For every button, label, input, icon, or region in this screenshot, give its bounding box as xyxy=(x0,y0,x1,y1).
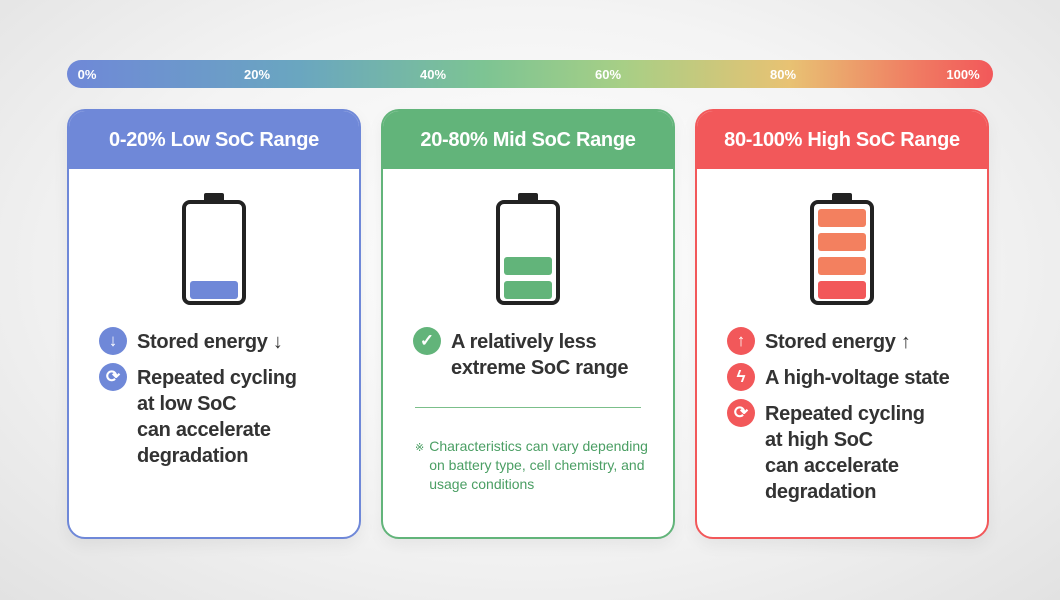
list-item: ✓ A relatively less extreme SoC range xyxy=(413,327,653,381)
mid-soc-card: 20-80% Mid SoC Range ✓ A relatively less… xyxy=(381,109,675,539)
item-text: Stored energy ↓ xyxy=(137,331,283,353)
scale-tick: 40% xyxy=(419,67,447,82)
battery-level-bar xyxy=(818,209,866,227)
high-soc-card: 80-100% High SoC Range ↑ Stored energy ↑… xyxy=(695,109,989,539)
item-text: Stored energy ↑ xyxy=(765,331,911,353)
arrow-up-icon: ↑ xyxy=(727,327,755,355)
high-soc-card-title: 80-100% High SoC Range xyxy=(697,111,987,169)
battery-level-bar xyxy=(818,281,866,299)
mid-soc-card-title: 20-80% Mid SoC Range xyxy=(383,111,673,169)
scale-tick: 80% xyxy=(769,67,797,82)
list-item: ⟳ Repeated cycling at high SoC can accel… xyxy=(727,399,967,505)
footnote: ※ Characteristics can vary depending on … xyxy=(415,437,653,494)
list-item: ↓ Stored energy ↓ xyxy=(99,327,339,355)
list-item: ϟ A high-voltage state xyxy=(727,363,967,391)
battery-low-icon xyxy=(182,193,246,305)
low-soc-card: 0-20% Low SoC Range ↓ Stored energy ↓ ⟳ … xyxy=(67,109,361,539)
item-text: Repeated cycling at high SoC can acceler… xyxy=(765,403,925,503)
item-text: Repeated cycling at low SoC can accelera… xyxy=(137,367,297,467)
note-mark: ※ xyxy=(415,442,425,454)
high-soc-items: ↑ Stored energy ↑ ϟ A high-voltage state… xyxy=(727,327,967,515)
note-text: Characteristics can vary depending on ba… xyxy=(429,438,648,492)
divider xyxy=(415,407,641,408)
mid-soc-items: ✓ A relatively less extreme SoC range xyxy=(413,327,653,391)
check-icon: ✓ xyxy=(413,327,441,355)
scale-tick: 0% xyxy=(77,67,97,82)
list-item: ↑ Stored energy ↑ xyxy=(727,327,967,355)
list-item: ⟳ Repeated cycling at low SoC can accele… xyxy=(99,363,339,469)
battery-level-bar xyxy=(190,281,238,299)
item-text: A high-voltage state xyxy=(765,367,950,389)
battery-level-bar xyxy=(818,257,866,275)
low-soc-items: ↓ Stored energy ↓ ⟳ Repeated cycling at … xyxy=(99,327,339,479)
arrow-down-icon: ↓ xyxy=(99,327,127,355)
battery-level-bar xyxy=(818,233,866,251)
lightning-icon: ϟ xyxy=(727,363,755,391)
cycle-icon: ⟳ xyxy=(99,363,127,391)
soc-scale-bar: 0% 20% 40% 60% 80% 100% xyxy=(67,60,993,88)
item-text: A relatively less extreme SoC range xyxy=(451,331,629,379)
scale-tick: 100% xyxy=(946,67,980,82)
scale-tick: 20% xyxy=(243,67,271,82)
battery-mid-icon xyxy=(496,193,560,305)
battery-high-icon xyxy=(810,193,874,305)
cycle-icon: ⟳ xyxy=(727,399,755,427)
battery-level-bar xyxy=(504,257,552,275)
battery-level-bar xyxy=(504,281,552,299)
scale-tick: 60% xyxy=(594,67,622,82)
low-soc-card-title: 0-20% Low SoC Range xyxy=(69,111,359,169)
